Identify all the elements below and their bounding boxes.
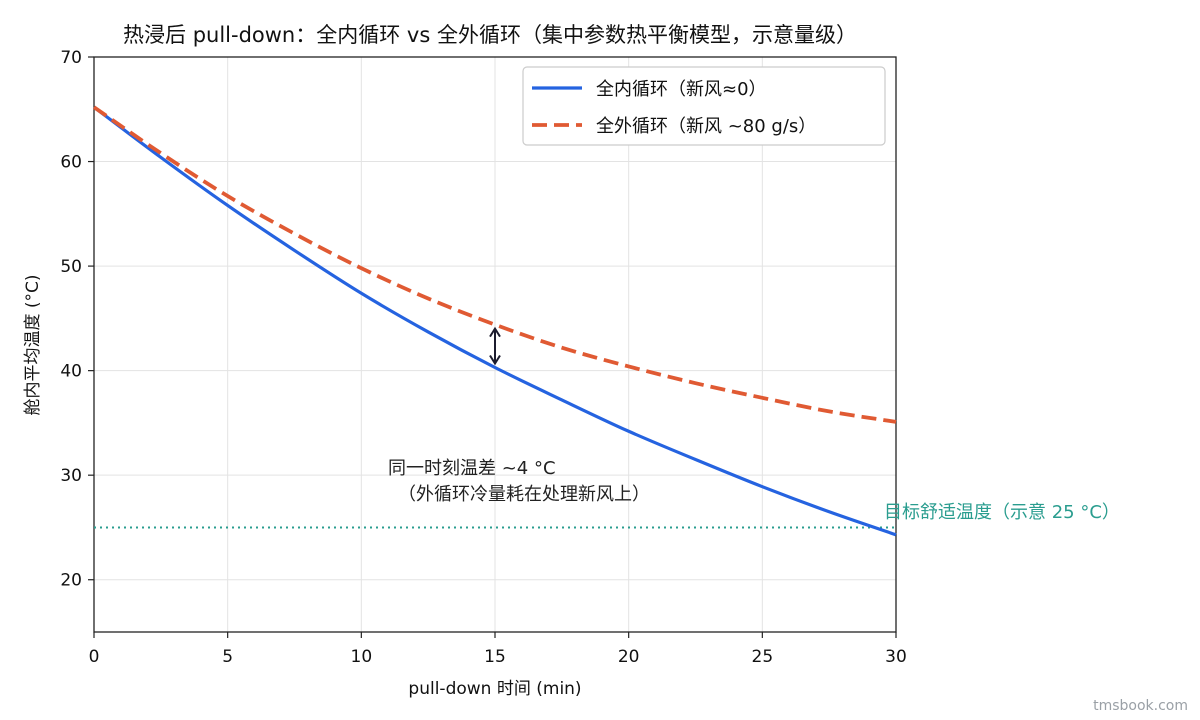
annotation-line-1: 同一时刻温差 ~4 °C [388,458,556,479]
x-tick-label: 30 [885,647,907,667]
x-tick-label: 20 [618,647,640,667]
axis-ticks: 0 5 10 15 20 25 30 20 30 40 50 60 70 [60,48,906,667]
y-tick-label: 60 [60,153,82,173]
watermark: tmsbook.com [1093,698,1188,714]
y-tick-label: 70 [60,48,82,68]
x-tick-label: 10 [351,647,373,667]
chart-title: 热浸后 pull-down：全内循环 vs 全外循环（集中参数热平衡模型，示意量… [123,23,857,47]
y-tick-label: 30 [60,466,82,486]
series-line-recirculation [93,105,897,537]
x-tick-label: 0 [89,647,100,667]
x-axis-label: pull-down 时间 (min) [408,679,581,699]
series-line-fresh-air [92,105,897,424]
arrow-head-up [489,326,501,338]
x-tick-label: 5 [222,647,233,667]
annotation-line-2: （外循环冷量耗在处理新风上） [398,484,650,505]
y-axis-label: 舱内平均温度 (°C) [23,274,43,415]
x-tick-label: 15 [484,647,506,667]
difference-arrow [489,326,501,366]
y-tick-label: 40 [60,362,82,382]
arrow-head-down [489,354,501,366]
target-temperature-label: 目标舒适温度（示意 25 °C） [884,502,1120,523]
legend: 全内循环（新风≈0） 全外循环（新风 ~80 g/s） [522,66,886,146]
y-tick-label: 20 [60,571,82,591]
legend-label-fresh-air: 全外循环（新风 ~80 g/s） [596,116,816,137]
legend-label-recirculation: 全内循环（新风≈0） [596,79,767,100]
legend-box [522,66,886,146]
y-tick-label: 50 [60,257,82,277]
x-tick-label: 25 [752,647,774,667]
